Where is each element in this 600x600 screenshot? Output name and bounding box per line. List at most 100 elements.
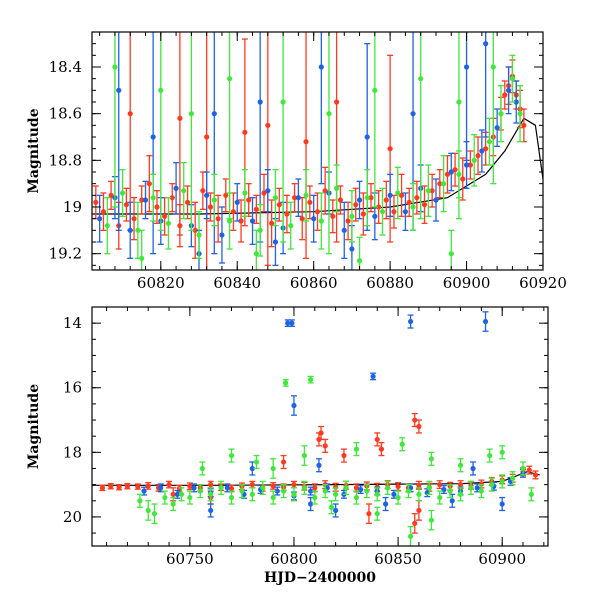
bottom-data-point bbox=[428, 509, 435, 531]
top-data-point bbox=[161, 197, 168, 236]
top-data-point bbox=[111, 32, 118, 208]
top-data-point bbox=[459, 157, 466, 201]
top-data-point bbox=[345, 201, 352, 241]
bottom-data-point bbox=[259, 480, 266, 495]
top-panel: 60820 60840 60860 60880 60900 60920 18.4 18.6 18… bbox=[26, 31, 567, 292]
top-data-point bbox=[444, 155, 451, 194]
top-data-point bbox=[501, 80, 508, 110]
top-data-point bbox=[299, 197, 306, 241]
bottom-data-point bbox=[238, 483, 245, 499]
bottom-data-point bbox=[426, 480, 433, 495]
bottom-data-point bbox=[478, 483, 485, 499]
top-data-point bbox=[375, 190, 382, 224]
top-data-point bbox=[276, 187, 283, 222]
top-ytick-label: 18.6 bbox=[49, 105, 82, 123]
top-data-point bbox=[429, 173, 436, 208]
top-data-point bbox=[199, 171, 206, 210]
bottom-data-point bbox=[315, 458, 322, 473]
top-data-point bbox=[413, 180, 420, 215]
bottom-data-point bbox=[353, 441, 360, 457]
bottom-data-point bbox=[532, 470, 539, 480]
top-data-point bbox=[517, 85, 524, 143]
top-data-point bbox=[402, 192, 409, 231]
bottom-data-point bbox=[124, 483, 131, 490]
top-data-point bbox=[348, 190, 355, 243]
top-data-point bbox=[100, 192, 107, 231]
bottom-data-point bbox=[343, 480, 350, 495]
top-plot-area bbox=[92, 32, 543, 270]
bottom-x-axis-label: HJD−2400000 bbox=[264, 570, 376, 586]
top-data-point bbox=[436, 169, 443, 199]
top-data-point bbox=[513, 80, 520, 124]
top-data-point bbox=[467, 150, 474, 180]
bottom-data-point bbox=[467, 480, 474, 495]
bottom-data-point bbox=[307, 496, 314, 512]
top-data-point bbox=[153, 190, 160, 224]
bottom-data-point bbox=[415, 487, 422, 502]
bottom-data-point bbox=[457, 487, 464, 502]
bottom-data-point bbox=[136, 493, 143, 508]
bottom-data-point bbox=[370, 372, 377, 381]
bottom-data-point bbox=[174, 489, 181, 499]
bottom-data-point bbox=[228, 490, 235, 505]
bottom-data-point bbox=[353, 490, 360, 505]
top-data-point bbox=[196, 211, 203, 259]
bottom-data-point bbox=[270, 458, 277, 479]
top-data-point bbox=[96, 194, 103, 243]
top-data-point bbox=[490, 32, 497, 185]
top-data-point bbox=[318, 32, 325, 185]
top-data-point bbox=[421, 185, 428, 224]
bottom-data-point bbox=[340, 448, 347, 463]
top-data-point bbox=[471, 134, 478, 187]
top-data-point bbox=[180, 162, 187, 220]
top-data-point bbox=[253, 194, 260, 224]
bottom-xtick-label: 60850 bbox=[374, 550, 422, 568]
bottom-data-point bbox=[307, 486, 314, 496]
top-data-point bbox=[356, 180, 363, 220]
top-data-point bbox=[337, 185, 344, 215]
top-ytick-label: 19 bbox=[63, 198, 82, 216]
top-data-point bbox=[241, 169, 248, 217]
top-data-point bbox=[260, 173, 267, 213]
bottom-data-point bbox=[207, 503, 214, 518]
bottom-data-point bbox=[249, 487, 256, 502]
bottom-data-point bbox=[399, 437, 406, 452]
top-data-point bbox=[138, 229, 145, 270]
bottom-data-point bbox=[365, 503, 372, 525]
top-data-point bbox=[398, 173, 405, 217]
top-data-point bbox=[341, 201, 348, 259]
top-axes-frame bbox=[91, 31, 544, 271]
bottom-data-point bbox=[99, 484, 106, 492]
top-data-point bbox=[440, 155, 447, 213]
bottom-data-point bbox=[207, 487, 214, 502]
top-data-point bbox=[150, 173, 157, 222]
bottom-data-point bbox=[382, 496, 389, 512]
bottom-data-point bbox=[374, 432, 381, 447]
bottom-data-point bbox=[280, 454, 287, 470]
top-data-point bbox=[283, 194, 290, 234]
bottom-data-point bbox=[470, 461, 477, 476]
bottom-data-point bbox=[270, 482, 277, 490]
top-data-point bbox=[272, 169, 279, 227]
top-data-point bbox=[387, 173, 394, 217]
top-data-point bbox=[379, 187, 386, 236]
top-data-point bbox=[306, 185, 313, 220]
top-data-point bbox=[360, 192, 367, 236]
bottom-data-point bbox=[161, 490, 168, 505]
top-xtick-label: 60820 bbox=[137, 274, 185, 292]
top-data-point bbox=[333, 164, 340, 213]
bottom-data-point bbox=[428, 451, 435, 466]
top-data-point bbox=[108, 180, 115, 210]
bottom-data-point bbox=[390, 489, 397, 499]
top-series-0 bbox=[92, 32, 527, 270]
top-data-point bbox=[352, 187, 359, 222]
top-xtick-label: 60860 bbox=[290, 274, 338, 292]
top-data-point bbox=[509, 54, 516, 103]
bottom-ytick-label: 14 bbox=[63, 314, 82, 332]
bottom-data-point bbox=[328, 500, 335, 515]
top-data-point bbox=[104, 197, 111, 255]
bottom-data-point bbox=[482, 311, 489, 332]
top-data-point bbox=[245, 183, 252, 217]
top-data-point bbox=[497, 85, 504, 143]
